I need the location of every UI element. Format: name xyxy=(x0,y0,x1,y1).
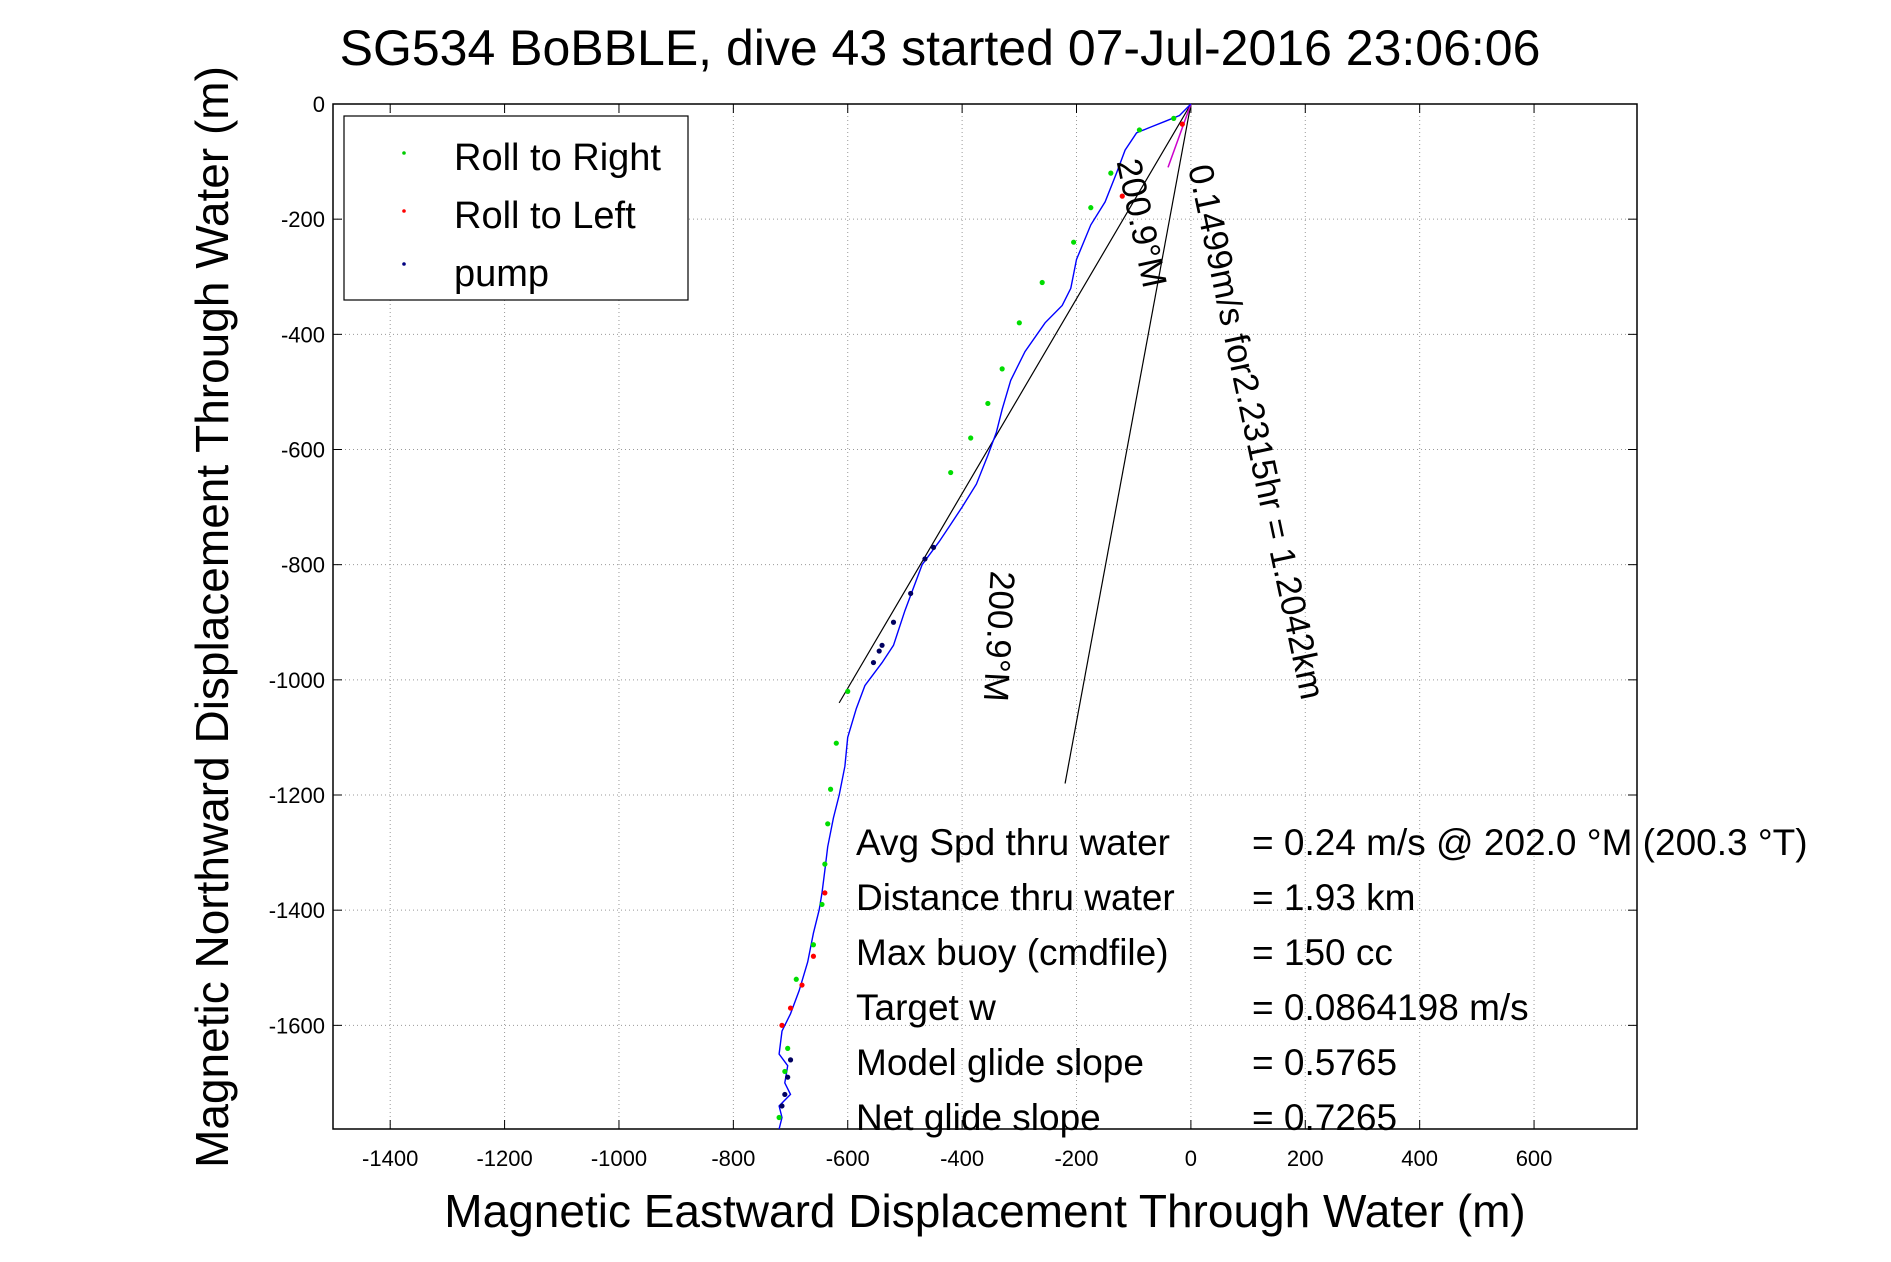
roll-left-point-5 xyxy=(787,1005,794,1011)
roll-right-point-12 xyxy=(833,740,839,746)
roll-right-point-2 xyxy=(1108,170,1114,176)
stat-label-net-glide: Net glide slope xyxy=(856,1097,1101,1138)
x-tick-label-4: -600 xyxy=(826,1146,870,1171)
stat-label-avg-speed: Avg Spd thru water xyxy=(856,822,1170,863)
roll-right-point-11 xyxy=(845,688,851,694)
roll-left-point-2 xyxy=(822,890,828,896)
x-axis-ticks: -1400 -1200 -1000 -800 -600 -400 -200 0 200 400 60… xyxy=(362,104,1552,1171)
x-tick-label-10: 600 xyxy=(1516,1146,1553,1171)
y-tick-label-5: -1000 xyxy=(269,668,325,693)
legend-box xyxy=(343,115,689,301)
y-tick-label-0: 0 xyxy=(313,92,325,117)
roll-right-point-1 xyxy=(1136,127,1143,133)
roll-right-point-10 xyxy=(948,469,954,476)
x-tick-label-8: 200 xyxy=(1287,1146,1324,1171)
guide-lines xyxy=(838,103,1192,784)
roll-left-point-3 xyxy=(810,953,817,959)
roll-right-point-4 xyxy=(1071,239,1077,245)
pump-point-9 xyxy=(782,1091,788,1098)
pump-point-3 xyxy=(890,619,897,625)
stat-label-model-glide: Model glide slope xyxy=(856,1042,1144,1083)
x-tick-label-2: -1000 xyxy=(591,1146,647,1171)
roll-right-point-9 xyxy=(968,435,974,441)
stat-value-target-w: = 0.0864198 m/s xyxy=(1252,987,1529,1028)
roll-right-point-21 xyxy=(776,1114,782,1121)
legend-label-left: Roll to Left xyxy=(454,195,636,237)
stat-label-distance: Distance thru water xyxy=(856,877,1175,918)
roll-right-point-18 xyxy=(793,976,799,982)
plot-frame xyxy=(332,103,1638,1130)
x-tick-label-6: -200 xyxy=(1054,1146,1098,1171)
legend: Roll to Right Roll to Left pump xyxy=(343,115,689,301)
pump-point-0 xyxy=(930,544,937,550)
x-tick-label-5: -400 xyxy=(940,1146,984,1171)
stat-value-avg-speed: = 0.24 m/s @ 202.0 °M (200.3 °T) xyxy=(1252,822,1808,863)
y-tick-label-8: -1600 xyxy=(269,1013,325,1038)
y-axis-ticks: 0 -200 -400 -600 -800 -1000 -1200 -1400 -1600 xyxy=(269,92,1637,1038)
x-tick-label-9: 400 xyxy=(1401,1146,1438,1171)
y-tick-label-2: -400 xyxy=(281,322,325,347)
roll-right-point-0 xyxy=(1171,115,1177,121)
y-tick-label-3: -600 xyxy=(281,438,325,463)
roll-right-point-19 xyxy=(785,1045,791,1051)
x-axis-label: Magnetic Eastward Displacement Through W… xyxy=(444,1185,1525,1237)
pump-point-7 xyxy=(787,1057,794,1063)
legend-marker-right xyxy=(402,151,406,155)
roll-right-point-15 xyxy=(822,861,828,867)
grid-lines xyxy=(333,103,1637,1129)
roll-right-point-3 xyxy=(1088,205,1094,211)
rotated-label-2: 200.9°M xyxy=(976,570,1022,703)
pump-point-4 xyxy=(879,642,885,648)
stats-annotations: Avg Spd thru water = 0.24 m/s @ 202.0 °M… xyxy=(856,822,1808,1138)
roll-left-point-1 xyxy=(1119,193,1125,199)
roll-right-point-8 xyxy=(985,400,991,407)
y-tick-label-7: -1400 xyxy=(269,898,325,923)
stat-value-max-buoy: = 150 cc xyxy=(1252,932,1393,973)
pump-point-6 xyxy=(870,659,877,666)
y-tick-label-6: -1200 xyxy=(269,783,325,808)
roll-left-point-4 xyxy=(799,982,805,988)
legend-label-right: Roll to Right xyxy=(454,137,661,179)
legend-marker-left xyxy=(402,209,406,213)
chart-title: SG534 BoBBLE, dive 43 started 07-Jul-201… xyxy=(340,20,1541,76)
pump-point-8 xyxy=(785,1074,791,1080)
track-layer xyxy=(778,103,1192,1130)
x-tick-label-0: -1400 xyxy=(362,1146,418,1171)
roll-left-point-0 xyxy=(1179,121,1185,127)
guide-line-0 xyxy=(838,103,1192,704)
roll-right-point-14 xyxy=(825,821,831,827)
track-line xyxy=(778,103,1192,1130)
guide-line-1 xyxy=(1064,103,1192,784)
mean-vector-line xyxy=(1167,103,1192,168)
x-tick-label-3: -800 xyxy=(711,1146,755,1171)
y-axis-label: Magnetic Northward Displacement Through … xyxy=(186,66,238,1168)
roll-right-point-17 xyxy=(810,942,817,948)
roll-points xyxy=(776,115,1185,1121)
legend-label-pump: pump xyxy=(454,253,549,295)
roll-right-point-6 xyxy=(1016,320,1022,326)
roll-right-point-7 xyxy=(999,366,1005,372)
stat-label-max-buoy: Max buoy (cmdfile) xyxy=(856,932,1169,973)
pump-point-10 xyxy=(779,1103,785,1109)
roll-right-point-20 xyxy=(782,1068,788,1075)
roll-right-point-13 xyxy=(827,786,834,792)
legend-marker-pump xyxy=(402,262,406,266)
pump-point-5 xyxy=(876,648,882,654)
pump-point-1 xyxy=(922,556,928,562)
x-tick-label-1: -1200 xyxy=(476,1146,532,1171)
stat-value-net-glide: = 0.7265 xyxy=(1252,1097,1397,1138)
stat-value-model-glide: = 0.5765 xyxy=(1252,1042,1397,1083)
stat-label-target-w: Target w xyxy=(856,987,996,1028)
roll-left-point-6 xyxy=(779,1022,785,1028)
y-tick-label-4: -800 xyxy=(281,553,325,578)
x-tick-label-7: 0 xyxy=(1185,1146,1197,1171)
roll-right-point-16 xyxy=(819,901,825,908)
pump-point-2 xyxy=(908,590,914,597)
stat-value-distance: = 1.93 km xyxy=(1252,877,1416,918)
roll-right-point-5 xyxy=(1039,279,1045,286)
y-tick-label-1: -200 xyxy=(281,207,325,232)
